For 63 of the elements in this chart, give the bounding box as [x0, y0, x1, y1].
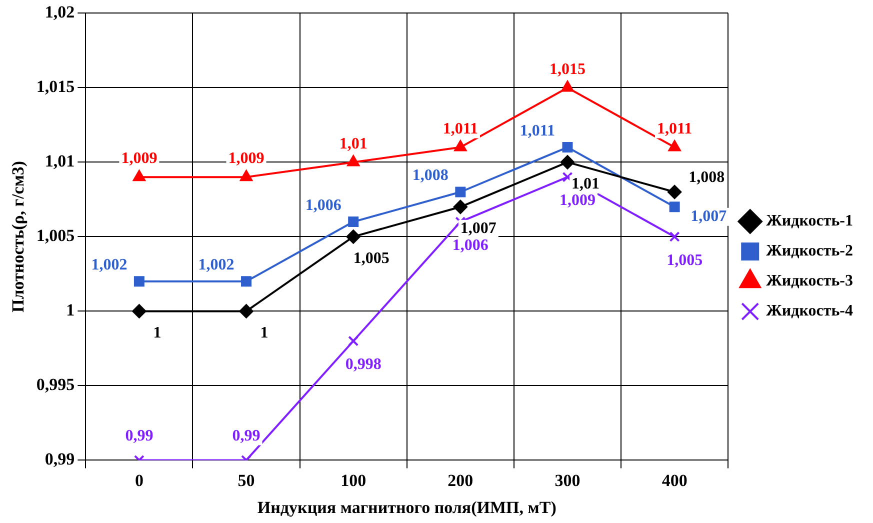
data-label: 0,99 [125, 427, 154, 444]
data-label: 1,008 [412, 167, 448, 184]
data-label: 1 [260, 324, 268, 342]
legend-label: Жидкость-1 [766, 212, 853, 230]
point [134, 276, 144, 287]
data-label: 1,005 [353, 250, 390, 267]
data-label: 1,006 [305, 196, 342, 214]
x-tick-label: 200 [448, 470, 474, 490]
data-label: 1,008 [688, 169, 725, 186]
data-label: 0,998 [345, 356, 382, 374]
legend-label: Жидкость-3 [766, 272, 853, 290]
point [346, 230, 360, 244]
legend-label: Жидкость-2 [766, 242, 853, 260]
point [454, 140, 467, 152]
y-tick-label: 0,995 [36, 375, 75, 394]
y-tick-label: 0,99 [44, 450, 75, 469]
data-label: 1,006 [452, 236, 488, 254]
data-label: 1,007 [690, 208, 727, 226]
data-label: 1,015 [549, 60, 586, 78]
data-label: 1,011 [442, 120, 478, 138]
data-label: 1,01 [571, 175, 600, 192]
y-tick-label: 1,005 [36, 226, 75, 246]
data-label: 1,005 [666, 252, 703, 269]
point [668, 185, 682, 199]
point [239, 304, 254, 318]
data-label: 1,002 [198, 256, 234, 274]
point [562, 142, 573, 153]
point [453, 200, 468, 214]
x-axis-title: Индукция магнитного поля(ИМП, мТ) [257, 498, 556, 518]
data-label: 1 [153, 324, 162, 342]
point [561, 80, 574, 92]
x-tick-label: 0 [134, 470, 144, 490]
x-tick-label: 50 [238, 470, 255, 490]
legend-label: Жидкость-4 [766, 302, 853, 320]
point [240, 170, 252, 182]
y-axis-title: Плотность(ρ, г/см3) [8, 160, 28, 312]
point [347, 155, 360, 166]
data-label: 1,011 [520, 122, 556, 140]
point [132, 304, 146, 318]
point [668, 140, 681, 152]
x-tick-label: 400 [662, 470, 688, 490]
y-tick-label: 1,02 [44, 2, 75, 22]
data-label: 1,01 [339, 135, 368, 152]
x-tick-label: 300 [554, 470, 580, 490]
data-label: 1,009 [121, 150, 158, 168]
y-tick-label: 1,01 [44, 152, 75, 171]
point [348, 216, 359, 228]
point [669, 202, 680, 212]
point [132, 170, 146, 182]
data-label: 1,009 [228, 150, 264, 168]
data-label: 0,99 [232, 427, 260, 444]
point [348, 336, 359, 346]
data-label: 1,007 [460, 220, 496, 238]
x-tick-label: 100 [340, 470, 366, 490]
point [669, 231, 680, 242]
y-tick-label: 1,015 [36, 77, 75, 96]
point [455, 186, 466, 198]
point [241, 276, 252, 287]
point [560, 155, 574, 170]
data-label: 1,002 [91, 256, 128, 274]
data-label: 1,011 [657, 120, 692, 138]
data-label: 1,009 [559, 192, 596, 210]
y-tick-label: 1 [66, 300, 75, 320]
